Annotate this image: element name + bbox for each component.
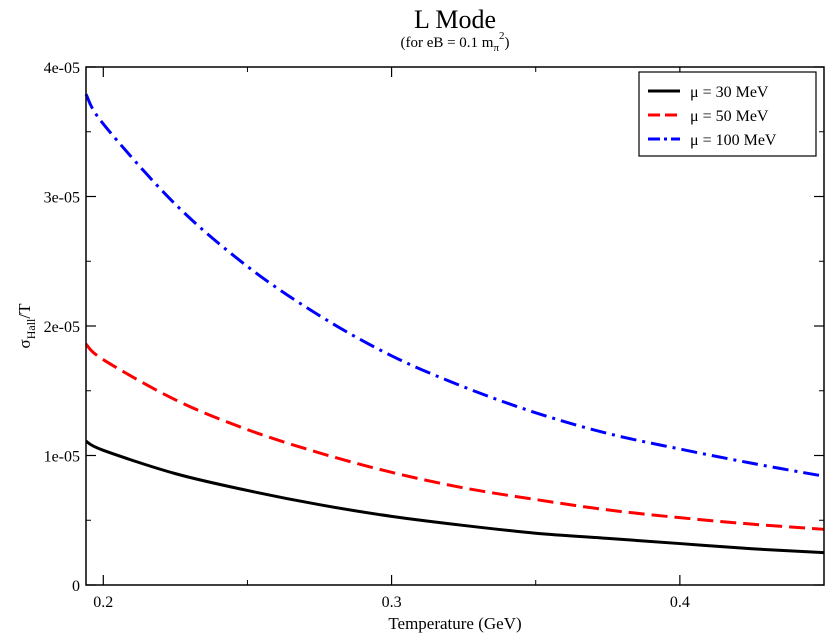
x-tick-label: 0.4 [670,594,690,611]
y-tick-label: 3e-05 [44,190,80,207]
legend-label-3: μ = 100 MeV [690,132,777,149]
svg-text:σHall/T: σHall/T [15,303,38,349]
x-tick-label: 0.2 [93,594,113,611]
y-axis-label: σHall/T [15,303,38,349]
chart-subtitle: (for eB = 0.1 mπ2) [400,30,509,54]
chart-title: L Mode [414,5,496,34]
series-line-1 [85,439,825,555]
legend-label-2: μ = 50 MeV [690,108,769,125]
legend: μ = 30 MeV μ = 50 MeV μ = 100 MeV [638,71,817,157]
y-tick-label: 0 [72,578,80,595]
y-tick-label: 1e-05 [44,449,80,466]
x-tick-label: 0.3 [382,594,402,611]
y-tick-label: 4e-05 [44,60,80,77]
series-line-2 [84,343,825,531]
y-tick-label: 2e-05 [44,319,80,336]
legend-label-1: μ = 30 MeV [690,84,769,101]
x-axis-label: Temperature (GeV) [388,614,521,633]
plot-frame [85,66,825,586]
series-line-3 [84,93,825,478]
